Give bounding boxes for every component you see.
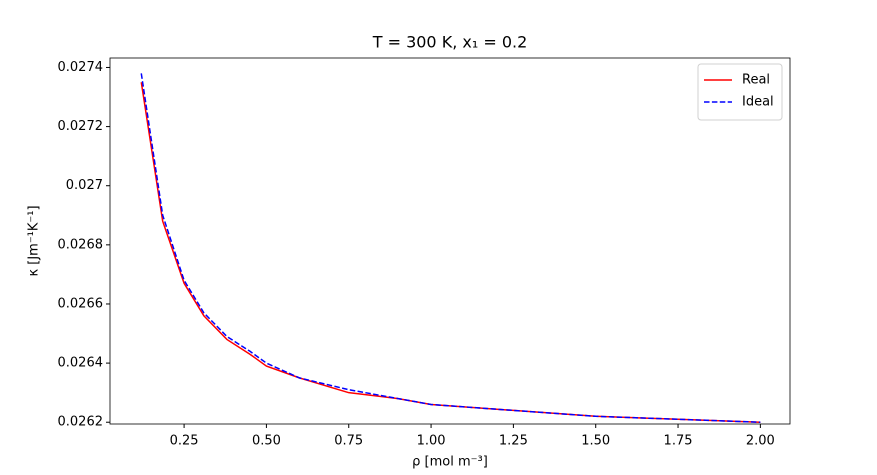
x-tick-label: 1.50 xyxy=(581,434,610,449)
x-axis-label: ρ [mol m⁻³] xyxy=(412,455,488,470)
y-tick-label: 0.0262 xyxy=(58,415,104,430)
y-tick-label: 0.0266 xyxy=(58,296,104,311)
legend-label: Ideal xyxy=(742,95,774,110)
line-series xyxy=(140,73,761,423)
line-series xyxy=(140,82,761,423)
x-tick-label: 2.00 xyxy=(746,434,775,449)
x-tick-label: 0.75 xyxy=(334,434,363,449)
legend-label: Real xyxy=(742,73,770,88)
y-tick-label: 0.0272 xyxy=(58,119,104,134)
x-tick-label: 1.25 xyxy=(499,434,528,449)
y-tick-label: 0.0274 xyxy=(58,60,104,75)
y-tick-label: 0.027 xyxy=(66,178,103,193)
x-tick-label: 1.75 xyxy=(664,434,693,449)
plot-frame xyxy=(109,57,791,425)
x-tick-label: 1.00 xyxy=(417,434,446,449)
y-tick-label: 0.0264 xyxy=(58,356,104,371)
y-axis-label: κ [Jm⁻¹K⁻¹] xyxy=(27,205,42,276)
y-tick-label: 0.0268 xyxy=(58,237,104,252)
chart-title: T = 300 K, x₁ = 0.2 xyxy=(372,33,528,52)
legend-box xyxy=(697,63,783,121)
x-tick-label: 0.25 xyxy=(170,434,199,449)
x-tick-label: 0.50 xyxy=(252,434,281,449)
